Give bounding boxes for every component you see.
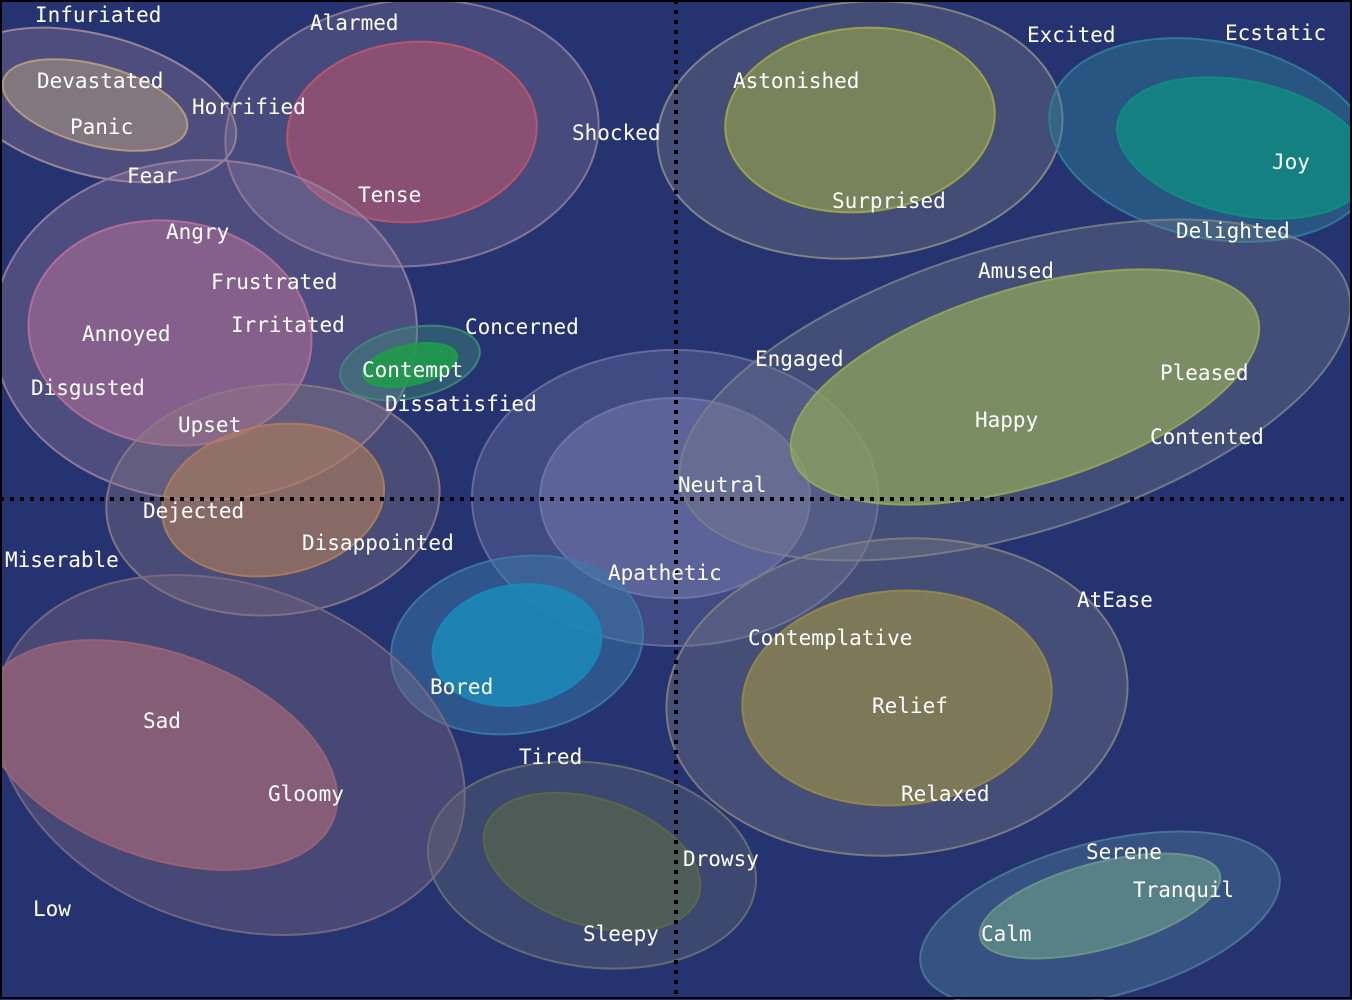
label-upset: Upset bbox=[178, 413, 241, 437]
label-relief: Relief bbox=[872, 694, 948, 718]
label-dissatisfied: Dissatisfied bbox=[385, 392, 537, 416]
label-disappointed: Disappointed bbox=[302, 531, 454, 555]
label-annoyed: Annoyed bbox=[82, 322, 171, 346]
label-disgusted: Disgusted bbox=[31, 376, 145, 400]
label-drowsy: Drowsy bbox=[683, 847, 759, 871]
label-engaged: Engaged bbox=[755, 347, 844, 371]
label-miserable: Miserable bbox=[5, 548, 119, 572]
label-concerned: Concerned bbox=[465, 315, 579, 339]
label-shocked: Shocked bbox=[572, 121, 661, 145]
emotion-labels: Infuriated Alarmed Excited Ecstatic Devastat… bbox=[5, 3, 1326, 946]
sleepy-region bbox=[482, 791, 702, 933]
label-serene: Serene bbox=[1086, 840, 1162, 864]
label-low: Low bbox=[33, 897, 71, 921]
relief-region bbox=[741, 589, 1053, 807]
label-atease: AtEase bbox=[1077, 588, 1153, 612]
label-infuriated: Infuriated bbox=[35, 3, 161, 27]
contempt-region bbox=[361, 342, 459, 388]
label-apathetic: Apathetic bbox=[608, 561, 722, 585]
label-tired: Tired bbox=[519, 745, 582, 769]
label-gloomy: Gloomy bbox=[268, 782, 344, 806]
label-neutral: Neutral bbox=[678, 473, 767, 497]
panic-region bbox=[1, 58, 189, 152]
label-ecstatic: Ecstatic bbox=[1225, 21, 1326, 45]
surprised-region bbox=[724, 26, 996, 214]
label-happy: Happy bbox=[975, 408, 1038, 432]
label-amused: Amused bbox=[978, 259, 1054, 283]
label-horrified: Horrified bbox=[192, 95, 306, 119]
label-contented: Contented bbox=[1150, 425, 1264, 449]
label-panic: Panic bbox=[70, 115, 133, 139]
label-tense: Tense bbox=[358, 183, 421, 207]
joy-region bbox=[1116, 76, 1352, 220]
label-calm: Calm bbox=[981, 922, 1032, 946]
label-angry: Angry bbox=[166, 220, 229, 244]
label-joy: Joy bbox=[1272, 150, 1310, 174]
label-dejected: Dejected bbox=[143, 499, 244, 523]
label-relaxed: Relaxed bbox=[901, 782, 990, 806]
label-bored: Bored bbox=[430, 675, 493, 699]
label-sleepy: Sleepy bbox=[583, 922, 659, 946]
label-contemplative: Contemplative bbox=[748, 626, 912, 650]
label-sad: Sad bbox=[143, 709, 181, 733]
label-irritated: Irritated bbox=[231, 313, 345, 337]
label-fear: Fear bbox=[127, 164, 178, 188]
calm-region bbox=[978, 852, 1222, 960]
label-alarmed: Alarmed bbox=[310, 11, 399, 35]
happy-region bbox=[789, 268, 1261, 506]
label-excited: Excited bbox=[1027, 23, 1116, 47]
label-delighted: Delighted bbox=[1176, 219, 1290, 243]
label-astonished: Astonished bbox=[733, 69, 859, 93]
label-contempt: Contempt bbox=[362, 358, 463, 382]
label-pleased: Pleased bbox=[1160, 361, 1249, 385]
label-devastated: Devastated bbox=[37, 69, 163, 93]
bored-region bbox=[431, 583, 603, 707]
tense-region bbox=[286, 40, 538, 224]
label-frustrated: Frustrated bbox=[211, 270, 337, 294]
label-surprised: Surprised bbox=[832, 189, 946, 213]
label-tranquil: Tranquil bbox=[1133, 878, 1234, 902]
sad-region bbox=[0, 639, 339, 871]
